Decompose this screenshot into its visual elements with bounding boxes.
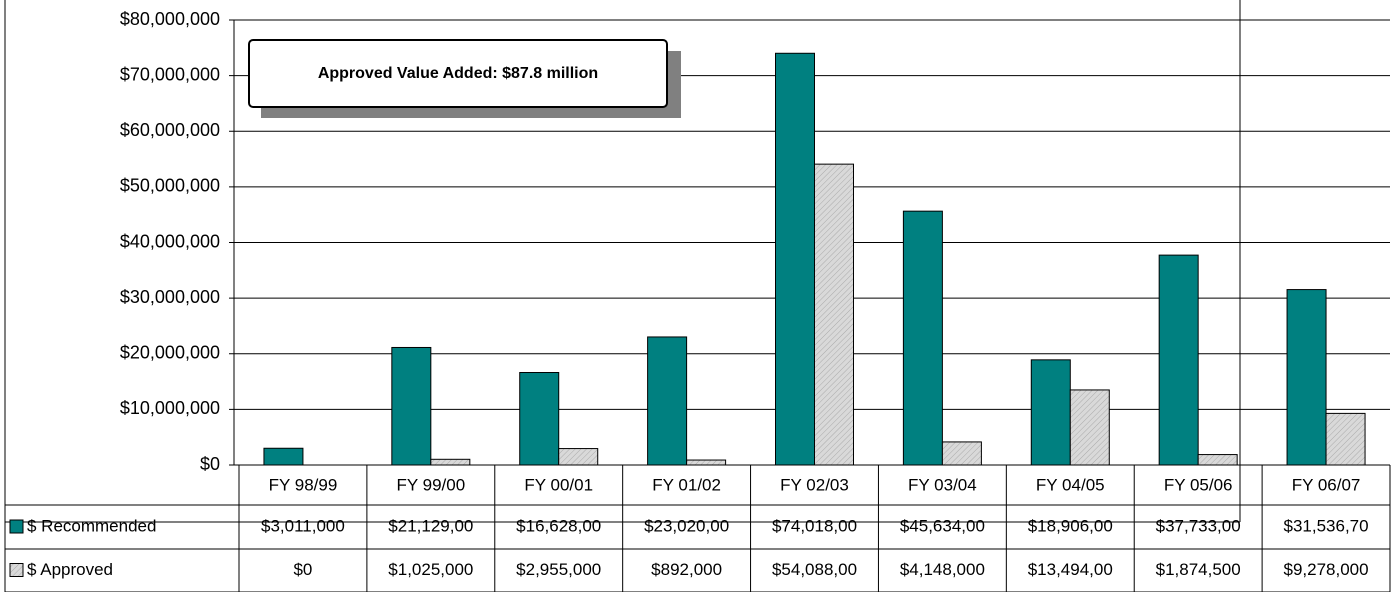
- table-value: $2,955,000: [516, 560, 601, 579]
- table-value: $23,020,00: [644, 516, 729, 535]
- y-tick-label: $80,000,000: [120, 9, 220, 29]
- table-value: $45,634,00: [900, 516, 985, 535]
- table-value: $892,000: [651, 560, 722, 579]
- table-value: $13,494,00: [1028, 560, 1113, 579]
- category-label: FY 00/01: [524, 475, 593, 494]
- category-label: FY 06/07: [1292, 475, 1361, 494]
- table-value: $0: [293, 560, 312, 579]
- bar: [775, 52, 815, 466]
- table-value: $54,088,00: [772, 560, 857, 579]
- legend-swatch: [9, 563, 24, 577]
- table-value: $31,536,70: [1284, 516, 1369, 535]
- table-value: $16,628,00: [516, 516, 601, 535]
- legend-label: $ Approved: [27, 560, 113, 579]
- y-tick-label: $40,000,000: [120, 231, 220, 251]
- table-value: $37,733,00: [1156, 516, 1241, 535]
- y-tick-label: $30,000,000: [120, 287, 220, 307]
- bar: [519, 372, 560, 466]
- category-label: FY 98/99: [269, 475, 338, 494]
- bar: [647, 336, 688, 466]
- y-tick-label: $20,000,000: [120, 343, 220, 363]
- y-tick-label: $0: [200, 454, 220, 474]
- y-tick-label: $50,000,000: [120, 176, 220, 196]
- bar: [1158, 254, 1199, 466]
- y-tick-label: $70,000,000: [120, 64, 220, 84]
- table-value: $18,906,00: [1028, 516, 1113, 535]
- table-value: $21,129,00: [388, 516, 473, 535]
- annotation: Approved Value Added: $87.8 million: [318, 65, 598, 82]
- category-label: FY 04/05: [1036, 475, 1105, 494]
- category-label: FY 05/06: [1164, 475, 1233, 494]
- annotation-box: [248, 39, 668, 108]
- table-value: $1,025,000: [388, 560, 473, 579]
- table-value: $74,018,00: [772, 516, 857, 535]
- table-value: $1,874,500: [1156, 560, 1241, 579]
- table-value: $3,011,000: [261, 516, 345, 535]
- bar: [686, 459, 727, 466]
- bar: [391, 346, 432, 466]
- bar: [1197, 454, 1238, 466]
- bar: [1286, 289, 1327, 466]
- bar: [941, 441, 982, 466]
- bar: [1069, 389, 1110, 466]
- bar: [430, 458, 471, 466]
- bar: [558, 448, 599, 466]
- bar: [1030, 359, 1071, 466]
- legend-label: $ Recommended: [27, 516, 156, 535]
- y-tick-label: $60,000,000: [120, 120, 220, 140]
- y-tick-label: $10,000,000: [120, 398, 220, 418]
- table-value: $9,278,000: [1284, 560, 1369, 579]
- bar: [263, 447, 304, 466]
- bar: [902, 210, 943, 466]
- bar: [1325, 412, 1366, 466]
- category-label: FY 99/00: [396, 475, 465, 494]
- category-label: FY 03/04: [908, 475, 977, 494]
- category-label: FY 01/02: [652, 475, 721, 494]
- bar: [814, 163, 854, 466]
- table-value: $4,148,000: [900, 560, 985, 579]
- category-label: FY 02/03: [780, 475, 849, 494]
- legend-swatch: [9, 519, 24, 534]
